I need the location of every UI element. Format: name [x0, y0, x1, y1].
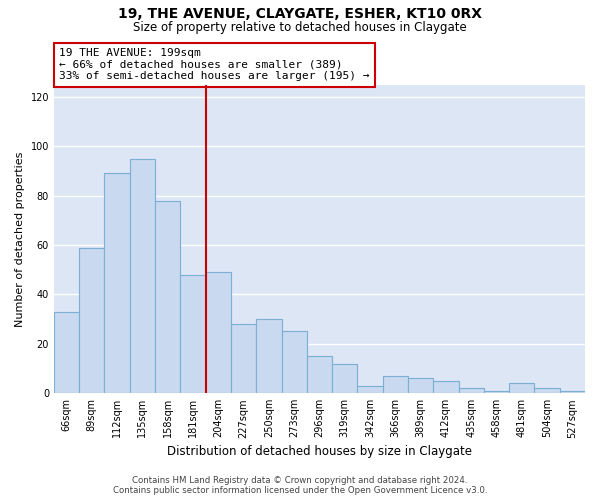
Text: 19 THE AVENUE: 199sqm
← 66% of detached houses are smaller (389)
33% of semi-det: 19 THE AVENUE: 199sqm ← 66% of detached … [59, 48, 370, 82]
Bar [281, 332, 307, 393]
Text: 19, THE AVENUE, CLAYGATE, ESHER, KT10 0RX: 19, THE AVENUE, CLAYGATE, ESHER, KT10 0R… [118, 8, 482, 22]
Text: Size of property relative to detached houses in Claygate: Size of property relative to detached ho… [133, 21, 467, 34]
Bar [383, 376, 408, 393]
Bar [484, 390, 509, 393]
X-axis label: Distribution of detached houses by size in Claygate: Distribution of detached houses by size … [167, 444, 472, 458]
Bar [206, 272, 231, 393]
Bar [256, 319, 281, 393]
Bar [231, 324, 256, 393]
Bar [509, 384, 535, 393]
Bar [155, 200, 181, 393]
Bar [358, 386, 383, 393]
Bar [54, 312, 79, 393]
Text: Contains HM Land Registry data © Crown copyright and database right 2024.
Contai: Contains HM Land Registry data © Crown c… [113, 476, 487, 495]
Bar [130, 158, 155, 393]
Bar [332, 364, 358, 393]
Bar [307, 356, 332, 393]
Bar [535, 388, 560, 393]
Bar [79, 248, 104, 393]
Y-axis label: Number of detached properties: Number of detached properties [15, 151, 25, 326]
Bar [181, 274, 206, 393]
Bar [433, 381, 458, 393]
Bar [104, 174, 130, 393]
Bar [408, 378, 433, 393]
Bar [560, 390, 585, 393]
Bar [458, 388, 484, 393]
